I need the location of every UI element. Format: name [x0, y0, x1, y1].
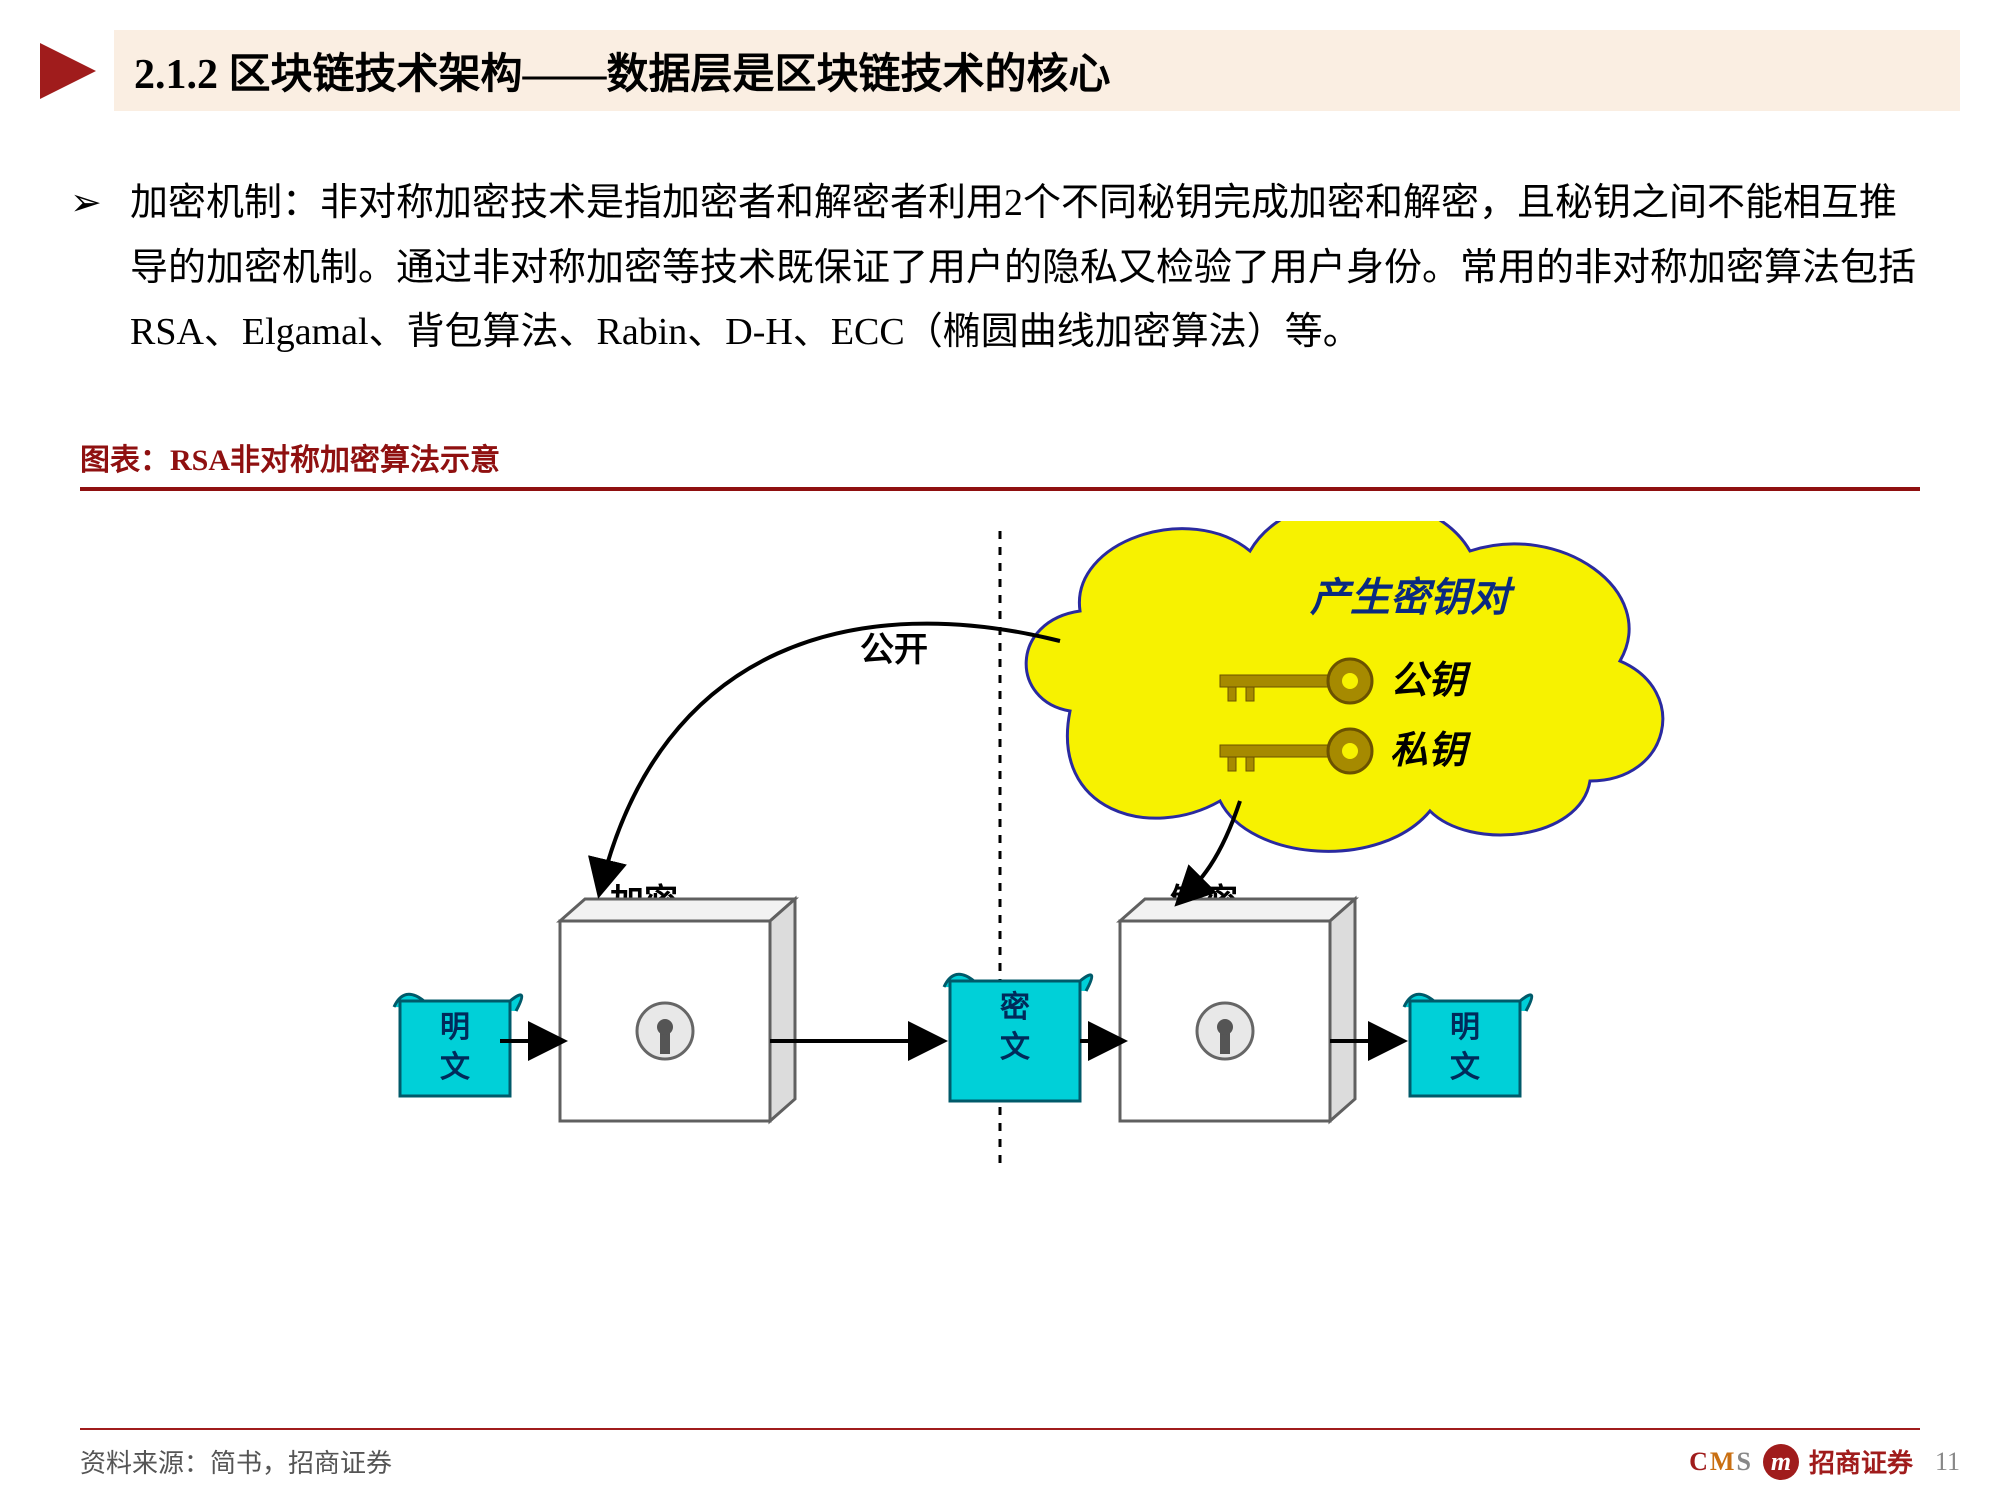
svg-text:文: 文	[440, 1050, 470, 1084]
svg-text:私钥: 私钥	[1390, 730, 1472, 772]
brand-en: CMS	[1689, 1447, 1753, 1477]
brand-cn: 招商证券	[1809, 1443, 1913, 1480]
svg-text:文: 文	[1000, 1030, 1030, 1064]
footer-rule	[80, 1428, 1920, 1430]
svg-text:产生密钥对: 产生密钥对	[1310, 575, 1516, 620]
svg-text:明: 明	[1450, 1011, 1480, 1044]
footer: 资料来源：简书，招商证券 CMS m 招商证券 11	[80, 1443, 1960, 1480]
source-text: 资料来源：简书，招商证券	[80, 1443, 392, 1480]
svg-text:公开: 公开	[860, 632, 928, 669]
figure-rule	[80, 487, 1920, 491]
rsa-diagram: 产生密钥对公钥私钥加密解密明文密文明文公开	[300, 521, 1700, 1181]
svg-text:密: 密	[1000, 990, 1030, 1024]
brand-logo-icon: m	[1763, 1444, 1799, 1480]
svg-text:公钥: 公钥	[1390, 660, 1472, 702]
body-text: 加密机制：非对称加密技术是指加密者和解密者利用2个不同秘钥完成加密和解密，且秘钥…	[130, 171, 1930, 365]
header: 2.1.2 区块链技术架构——数据层是区块链技术的核心	[0, 0, 2000, 111]
triangle-icon	[40, 43, 96, 99]
brand: CMS m 招商证券 11	[1689, 1443, 1960, 1480]
page-number: 11	[1935, 1447, 1960, 1477]
figure-caption: 图表：RSA非对称加密算法示意	[80, 435, 1920, 479]
bullet-icon: ➢	[70, 171, 130, 365]
svg-text:文: 文	[1450, 1050, 1480, 1084]
page-title: 2.1.2 区块链技术架构——数据层是区块链技术的核心	[114, 30, 1960, 111]
svg-text:明: 明	[440, 1011, 470, 1044]
body-paragraph: ➢ 加密机制：非对称加密技术是指加密者和解密者利用2个不同秘钥完成加密和解密，且…	[0, 111, 2000, 365]
